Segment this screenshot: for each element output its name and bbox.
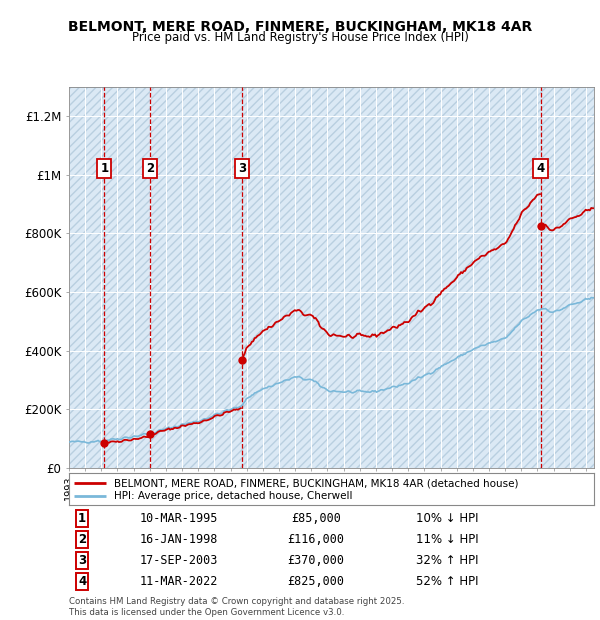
Text: 10% ↓ HPI: 10% ↓ HPI	[416, 512, 478, 525]
Text: 4: 4	[536, 162, 545, 175]
Text: £825,000: £825,000	[287, 575, 344, 588]
Text: 3: 3	[238, 162, 246, 175]
Text: 52% ↑ HPI: 52% ↑ HPI	[416, 575, 478, 588]
Text: 2: 2	[78, 533, 86, 546]
Text: 10-MAR-1995: 10-MAR-1995	[140, 512, 218, 525]
Text: 1: 1	[100, 162, 109, 175]
Text: 17-SEP-2003: 17-SEP-2003	[140, 554, 218, 567]
Text: 16-JAN-1998: 16-JAN-1998	[140, 533, 218, 546]
Text: 11% ↓ HPI: 11% ↓ HPI	[416, 533, 478, 546]
Text: 32% ↑ HPI: 32% ↑ HPI	[416, 554, 478, 567]
Text: 2: 2	[146, 162, 154, 175]
Text: 1: 1	[78, 512, 86, 525]
Text: £116,000: £116,000	[287, 533, 344, 546]
Text: BELMONT, MERE ROAD, FINMERE, BUCKINGHAM, MK18 4AR (detached house): BELMONT, MERE ROAD, FINMERE, BUCKINGHAM,…	[113, 479, 518, 489]
Text: HPI: Average price, detached house, Cherwell: HPI: Average price, detached house, Cher…	[113, 491, 352, 502]
Text: Contains HM Land Registry data © Crown copyright and database right 2025.
This d: Contains HM Land Registry data © Crown c…	[69, 598, 404, 617]
Text: 4: 4	[78, 575, 86, 588]
Text: £85,000: £85,000	[291, 512, 341, 525]
Text: 11-MAR-2022: 11-MAR-2022	[140, 575, 218, 588]
Text: £370,000: £370,000	[287, 554, 344, 567]
Text: Price paid vs. HM Land Registry's House Price Index (HPI): Price paid vs. HM Land Registry's House …	[131, 31, 469, 44]
Text: 3: 3	[78, 554, 86, 567]
Text: BELMONT, MERE ROAD, FINMERE, BUCKINGHAM, MK18 4AR: BELMONT, MERE ROAD, FINMERE, BUCKINGHAM,…	[68, 20, 532, 34]
